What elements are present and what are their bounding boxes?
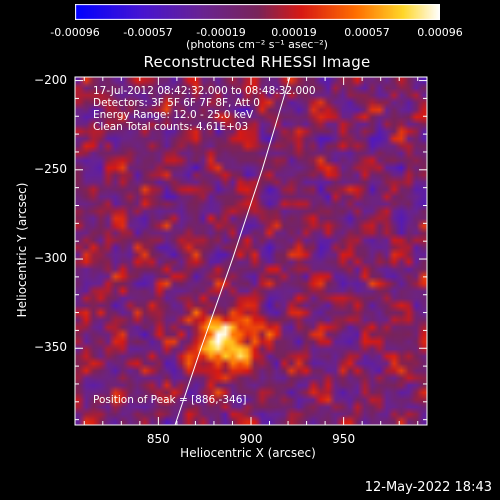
annotation-time-range: 17-Jul-2012 08:42:32.000 to 08:48:32.000 — [93, 85, 316, 97]
annotation-energy-range: Energy Range: 12.0 - 25.0 keV — [93, 109, 254, 121]
x-tick-label: 950 — [332, 432, 356, 446]
colorbar-tick-label: 0.00057 — [344, 26, 390, 39]
timestamp: 12-May-2022 18:43 — [364, 480, 492, 495]
colorbar-tick-label: 0.00096 — [417, 26, 463, 39]
axis-ticks — [75, 77, 427, 425]
colorbar-units: (photons cm⁻² s⁻¹ asec⁻²) — [186, 38, 328, 51]
y-axis-label: Heliocentric Y (arcsec) — [15, 182, 29, 318]
annotation-clean-counts: Clean Total counts: 4.61E+03 — [93, 121, 249, 133]
colorbar-gradient — [75, 4, 440, 20]
colorbar-tick-label: 0.00019 — [271, 26, 317, 39]
annotation-peak-position: Position of Peak = [886,-346] — [93, 394, 247, 406]
annotation-detectors: Detectors: 3F 5F 6F 7F 8F, Att 0 — [93, 97, 260, 109]
y-tick-label: −350 — [34, 340, 67, 355]
x-axis-label: Heliocentric X (arcsec) — [180, 446, 316, 460]
x-tick-label: 900 — [239, 432, 263, 446]
colorbar-tick-label: -0.00057 — [123, 26, 173, 39]
colorbar-tick-label: -0.00019 — [196, 26, 246, 39]
colorbar-tick-label: -0.00096 — [50, 26, 100, 39]
x-tick-label: 850 — [146, 432, 170, 446]
y-tick-label: −200 — [34, 72, 67, 87]
heatmap-image — [75, 77, 427, 425]
y-tick-label: −300 — [34, 251, 67, 266]
solar-limb-curve — [174, 76, 291, 426]
chart-title: Reconstructed RHESSI Image — [143, 53, 371, 71]
y-tick-label: −250 — [34, 161, 67, 176]
